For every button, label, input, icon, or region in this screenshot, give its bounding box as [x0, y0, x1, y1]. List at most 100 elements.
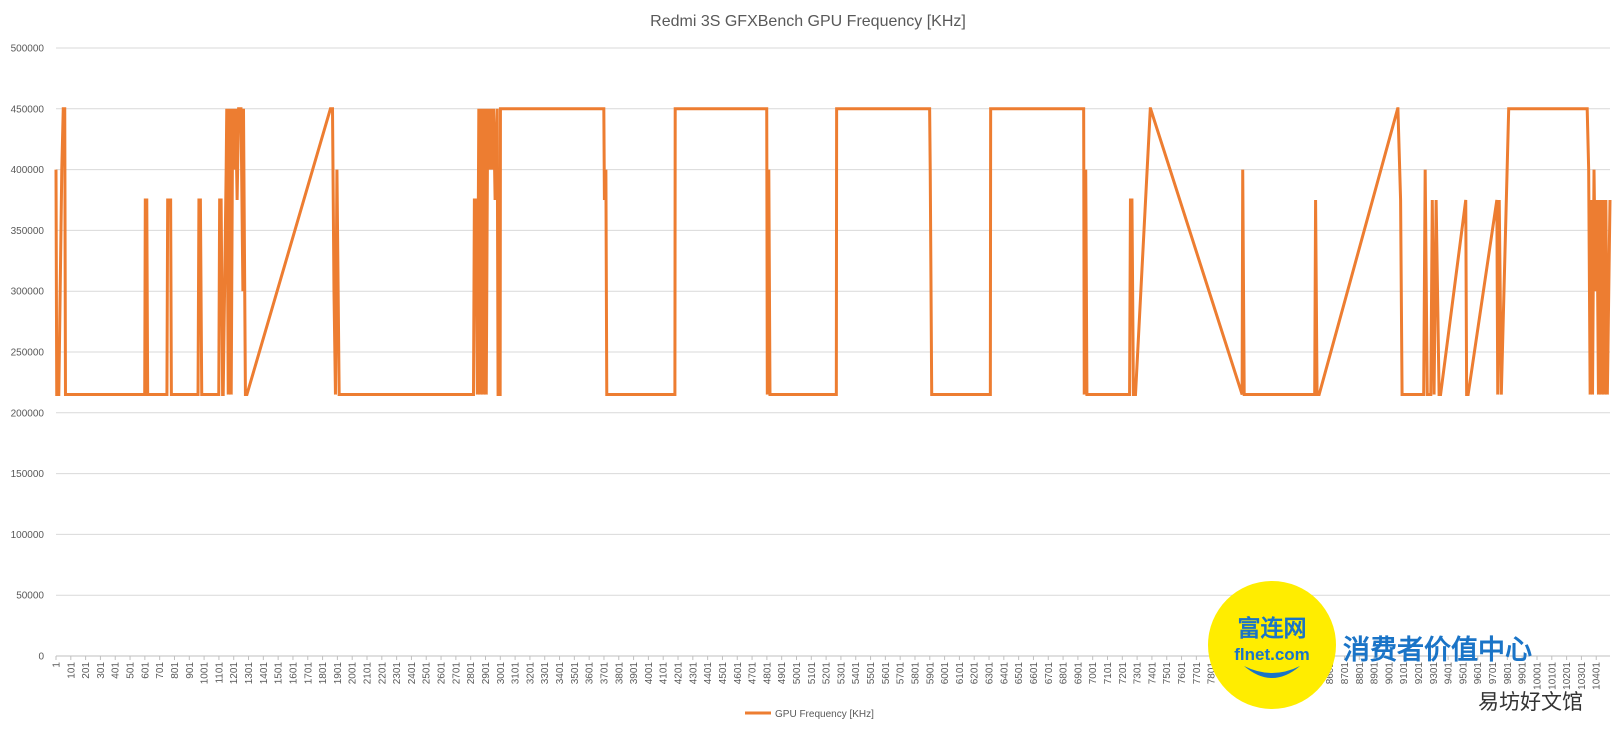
- x-tick-label: 6801: [1059, 662, 1070, 685]
- x-tick-label: 1001: [200, 662, 211, 685]
- x-tick-label: 5101: [807, 662, 818, 685]
- x-tick-label: 5601: [881, 662, 892, 685]
- x-tick-label: 6201: [970, 662, 981, 685]
- x-tick-label: 5201: [822, 662, 833, 685]
- x-tick-label: 501: [126, 662, 137, 679]
- series-line: [54, 107, 1612, 397]
- x-tick-label: 3301: [540, 662, 551, 685]
- x-tick-label: 9301: [1429, 662, 1440, 685]
- x-tick-label: 9201: [1414, 662, 1425, 685]
- x-tick-label: 6501: [1014, 662, 1025, 685]
- x-tick-label: 4901: [777, 662, 788, 685]
- x-tick-label: 1201: [229, 662, 240, 685]
- x-tick-label: 1801: [318, 662, 329, 685]
- x-tick-label: 8601: [1325, 662, 1336, 685]
- x-tick-label: 101: [66, 662, 77, 679]
- x-tick-label: 9601: [1473, 662, 1484, 685]
- x-tick-label: 5401: [851, 662, 862, 685]
- x-tick-label: 4101: [659, 662, 670, 685]
- x-tick-label: 9801: [1503, 662, 1514, 685]
- x-tick-label: 5701: [896, 662, 907, 685]
- x-tick-label: 4201: [674, 662, 685, 685]
- watermark-side-text: 消费者价值中心: [1343, 635, 1532, 665]
- x-tick-label: 2301: [392, 662, 403, 685]
- y-tick-label: 250000: [11, 348, 45, 359]
- legend-label: GPU Frequency [KHz]: [775, 709, 874, 720]
- x-tick-label: 7101: [1103, 662, 1114, 685]
- x-tick-label: 1: [52, 662, 63, 668]
- y-tick-label: 50000: [16, 591, 44, 602]
- x-tick-label: 4601: [733, 662, 744, 685]
- x-tick-label: 6101: [955, 662, 966, 685]
- x-tick-label: 2401: [407, 662, 418, 685]
- x-tick-label: 201: [81, 662, 92, 679]
- x-tick-label: 2601: [437, 662, 448, 685]
- x-tick-label: 3401: [555, 662, 566, 685]
- y-tick-label: 350000: [11, 226, 45, 237]
- x-tick-label: 6601: [1029, 662, 1040, 685]
- x-tick-label: 9401: [1444, 662, 1455, 685]
- y-tick-label: 500000: [11, 44, 45, 55]
- x-tick-label: 3501: [570, 662, 581, 685]
- x-tick-label: 10401: [1592, 662, 1603, 690]
- x-tick-label: 3901: [629, 662, 640, 685]
- y-tick-label: 200000: [11, 408, 45, 419]
- x-tick-label: 3001: [496, 662, 507, 685]
- x-tick-label: 5901: [925, 662, 936, 685]
- y-tick-label: 150000: [11, 469, 45, 480]
- x-tick-label: 5301: [836, 662, 847, 685]
- x-tick-label: 6401: [999, 662, 1010, 685]
- y-tick-label: 450000: [11, 104, 45, 115]
- x-tick-label: 2701: [451, 662, 462, 685]
- x-tick-label: 5501: [866, 662, 877, 685]
- watermark-corner-text: 易坊好文馆: [1478, 691, 1583, 714]
- x-tick-label: 901: [185, 662, 196, 679]
- watermark-badge: [1208, 581, 1336, 709]
- x-tick-label: 1301: [244, 662, 255, 685]
- x-tick-label: 7201: [1118, 662, 1129, 685]
- x-tick-label: 10201: [1562, 662, 1573, 690]
- x-tick-label: 4001: [644, 662, 655, 685]
- x-tick-label: 1601: [288, 662, 299, 685]
- x-tick-label: 9001: [1384, 662, 1395, 685]
- x-tick-label: 6701: [1044, 662, 1055, 685]
- x-tick-label: 7001: [1088, 662, 1099, 685]
- x-tick-label: 301: [96, 662, 107, 679]
- x-tick-label: 3601: [585, 662, 596, 685]
- x-tick-label: 10101: [1547, 662, 1558, 690]
- x-tick-label: 2001: [348, 662, 359, 685]
- x-tick-label: 3101: [511, 662, 522, 685]
- legend[interactable]: GPU Frequency [KHz]: [745, 709, 874, 720]
- watermark: 富连网 flnet.com 消费者价值中心 易坊好文馆: [1208, 581, 1583, 714]
- y-tick-label: 400000: [11, 165, 45, 176]
- x-tick-label: 1101: [214, 662, 225, 684]
- x-tick-label: 7501: [1162, 662, 1173, 685]
- smile-icon: [1244, 666, 1300, 678]
- x-tick-label: 1401: [259, 662, 270, 685]
- x-tick-label: 2201: [377, 662, 388, 685]
- x-tick-label: 1501: [274, 662, 285, 685]
- x-tick-label: 9701: [1488, 662, 1499, 685]
- series-layer: [54, 107, 1612, 397]
- x-tick-label: 4801: [762, 662, 773, 685]
- y-tick-label: 100000: [11, 530, 45, 541]
- x-tick-label: 6901: [1073, 662, 1084, 685]
- watermark-badge-title: 富连网: [1238, 615, 1307, 641]
- x-tick-label: 1701: [303, 662, 314, 685]
- x-tick-label: 401: [111, 662, 122, 679]
- x-tick-label: 8701: [1340, 662, 1351, 685]
- x-tick-label: 10001: [1532, 662, 1543, 690]
- x-tick-label: 601: [140, 662, 151, 679]
- x-tick-label: 801: [170, 662, 181, 679]
- gridlines: [56, 47, 1610, 657]
- x-tick-label: 4401: [703, 662, 714, 685]
- x-tick-label: 10301: [1577, 662, 1588, 690]
- x-tick-label: 7701: [1192, 662, 1203, 685]
- y-axis-ticks: 0 50000 100000 150000 200000 250000 300000 3500…: [11, 44, 45, 663]
- x-tick-label: 2901: [481, 662, 492, 685]
- x-tick-label: 7601: [1177, 662, 1188, 685]
- x-tick-label: 6001: [940, 662, 951, 685]
- x-tick-label: 8801: [1355, 662, 1366, 685]
- x-tick-label: 701: [155, 662, 166, 679]
- x-tick-label: 4701: [748, 662, 759, 685]
